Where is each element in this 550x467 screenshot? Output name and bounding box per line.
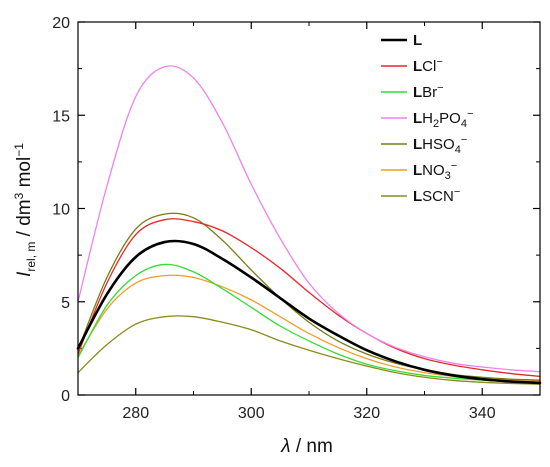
legend-entry: LCl− — [381, 56, 443, 75]
series-line-L — [76, 239, 542, 385]
legend-label: LH2PO4− — [413, 108, 473, 130]
x-tick-label: 280 — [122, 405, 149, 422]
x-tick-label: 300 — [238, 405, 265, 422]
y-axis-title: Irel, m / dm3 mol−1 — [12, 143, 38, 277]
series-line-LSCN− — [77, 315, 541, 385]
series-line-LCl− — [77, 218, 541, 377]
y-tick-label: 0 — [61, 388, 70, 405]
series-line-LH2PO4− — [77, 65, 541, 373]
legend: L LCl− LBr− LH2PO4− LHSO4− LNO3− LSCN− — [381, 32, 473, 205]
legend-entry: LNO3− — [381, 160, 457, 182]
series-line-LHSO4− — [77, 212, 541, 381]
legend-entry: LH2PO4− — [381, 108, 473, 130]
legend-entry: L — [381, 32, 422, 49]
legend-label: LNO3− — [413, 160, 457, 182]
legend-label: LCl− — [413, 56, 443, 75]
legend-label: L — [413, 32, 422, 49]
series-lines — [76, 65, 542, 385]
plot-frame — [77, 21, 541, 396]
x-tick-label: 340 — [469, 405, 496, 422]
y-tick-labels: 0 5 10 15 20 — [52, 15, 70, 405]
x-tick-labels: 280 300 320 340 — [122, 405, 495, 422]
x-tick-label: 320 — [353, 405, 380, 422]
y-tick-label: 5 — [61, 295, 70, 312]
legend-entry: LBr− — [381, 82, 444, 101]
y-tick-label: 10 — [52, 202, 70, 219]
series-line-LBr− — [77, 263, 541, 383]
legend-label: LHSO4− — [413, 134, 467, 156]
legend-entry: LSCN− — [381, 186, 460, 205]
legend-label: LSCN− — [413, 186, 460, 205]
y-tick-label: 15 — [52, 108, 70, 125]
x-axis-title: λ / nm — [280, 436, 333, 457]
y-tick-label: 20 — [52, 15, 70, 32]
legend-entry: LHSO4− — [381, 134, 467, 156]
legend-label: LBr− — [413, 82, 444, 101]
